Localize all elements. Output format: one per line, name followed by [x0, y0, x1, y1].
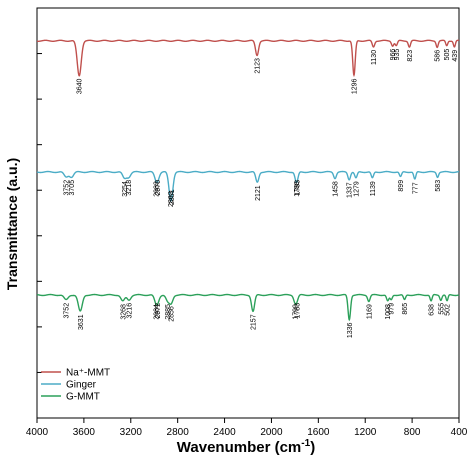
- peak-label: 1336: [347, 322, 354, 338]
- x-tick-label: 1600: [307, 427, 330, 438]
- peak-label: 2983: [154, 181, 161, 197]
- peak-label: 1169: [366, 304, 373, 319]
- peak-label: 865: [402, 303, 409, 315]
- peak-label: 1008: [385, 304, 392, 320]
- peak-label: 1139: [370, 181, 377, 196]
- x-tick-label: 2800: [167, 427, 190, 438]
- peak-label: 2972: [155, 303, 162, 319]
- peak-label: 502: [445, 304, 452, 316]
- spectrum-line-0: [36, 39, 460, 78]
- peak-label: 2123: [255, 58, 262, 74]
- legend-label: Ginger: [66, 380, 97, 391]
- peak-label: 1458: [333, 181, 340, 197]
- spectrum-line-2: [36, 293, 460, 322]
- x-axis-title-main: Wavenumber (cm: [177, 439, 301, 456]
- peak-label: 3752: [64, 303, 71, 319]
- peak-label: 1279: [354, 181, 361, 197]
- peak-label: 1296: [352, 78, 359, 94]
- peak-label: 1783: [294, 180, 301, 196]
- peak-label: 1337: [347, 182, 354, 198]
- peak-label: 638: [429, 304, 436, 316]
- x-axis-title-end: ): [310, 439, 315, 456]
- plot-frame: [36, 7, 460, 419]
- legend-label: G-MMT: [66, 392, 100, 403]
- peak-label: 899: [398, 180, 405, 192]
- series-layer: [36, 39, 460, 322]
- legend-label: Na⁺-MMT: [66, 368, 110, 379]
- peak-label: 3216: [126, 303, 133, 319]
- peak-label: 555: [438, 303, 445, 315]
- peak-label: 3640: [77, 78, 84, 94]
- peak-label: 777: [412, 182, 419, 194]
- x-tick-label: 2000: [260, 427, 283, 438]
- x-tick-label: 1200: [354, 427, 377, 438]
- x-tick-label: 3200: [120, 427, 143, 438]
- peak-label: 3268: [120, 304, 127, 320]
- peak-label: 935: [394, 49, 401, 61]
- peak-label: 2863: [168, 191, 175, 207]
- peak-label: 1130: [371, 50, 378, 65]
- peak-label: 1783: [294, 303, 301, 319]
- peak-label: 3631: [78, 314, 85, 330]
- x-axis-title: Wavenumber (cm-1): [177, 438, 315, 456]
- peak-label: 586: [435, 50, 442, 62]
- peak-label: 823: [407, 50, 414, 62]
- peak-label: 505: [444, 49, 451, 61]
- x-axis-title-sup: -1: [301, 438, 310, 449]
- peak-label: 2856: [169, 306, 176, 322]
- x-tick-label: 800: [404, 427, 421, 438]
- spectrum-line-1: [36, 170, 460, 202]
- y-axis-ticks: [37, 53, 42, 373]
- peak-label: 2121: [255, 185, 262, 201]
- peak-label: 2157: [251, 314, 258, 330]
- peak-label: 3254: [122, 181, 129, 197]
- peak-label: 3705: [69, 180, 76, 196]
- peak-label: 3752: [64, 180, 71, 196]
- peak-label: 2984: [154, 304, 161, 320]
- x-tick-label: 400: [451, 427, 468, 438]
- peak-label: 2851: [169, 189, 176, 205]
- peak-label: 2970: [155, 180, 162, 196]
- peak-label: 439: [452, 50, 459, 62]
- peak-label: 966: [390, 49, 397, 61]
- peak-label: 3218: [126, 180, 133, 196]
- peak-label: 1788: [294, 181, 301, 197]
- x-tick-label: 2400: [213, 427, 236, 438]
- x-tick-label: 3600: [73, 427, 96, 438]
- y-axis-title: Transmittance (a.u.): [4, 158, 20, 290]
- peak-label: 583: [435, 180, 442, 192]
- plot-border: [36, 7, 460, 419]
- peak-label: 979: [389, 303, 396, 315]
- peak-label: 1799: [293, 304, 300, 320]
- x-axis-ticks: 4000 3600 3200 2800 2400 2000 1600 1200 800 400: [26, 418, 468, 438]
- peak-label: 2885: [165, 304, 172, 320]
- x-tick-label: 4000: [26, 427, 49, 438]
